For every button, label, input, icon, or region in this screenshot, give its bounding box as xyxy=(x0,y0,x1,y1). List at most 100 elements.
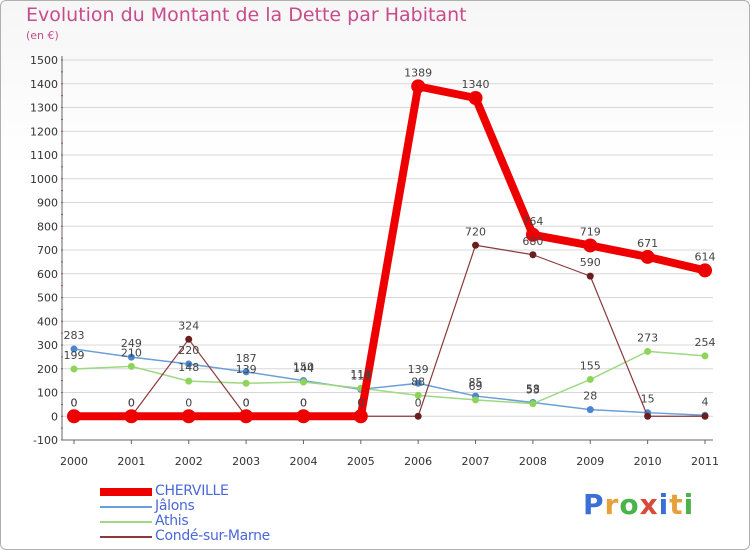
logo-letter: i xyxy=(658,488,670,521)
y-tick-label: 500 xyxy=(37,292,58,305)
data-label: 0 xyxy=(71,396,78,409)
data-point xyxy=(70,365,78,373)
data-point xyxy=(586,406,594,414)
data-label: 273 xyxy=(637,331,658,344)
chart-title: Evolution du Montant de la Dette par Hab… xyxy=(26,4,467,26)
data-point xyxy=(529,400,537,408)
x-tick-label: 2011 xyxy=(691,455,719,468)
data-point xyxy=(586,272,594,280)
data-point xyxy=(299,378,307,386)
data-point xyxy=(414,391,422,399)
data-label: 220 xyxy=(178,344,199,357)
data-point xyxy=(586,375,594,383)
data-label: 150 xyxy=(293,361,314,374)
data-point xyxy=(701,352,709,360)
y-tick-label: 1000 xyxy=(30,173,58,186)
data-label: 1340 xyxy=(462,78,490,91)
data-label: 0 xyxy=(357,396,364,409)
data-label: 0 xyxy=(243,396,250,409)
data-label: 53 xyxy=(526,384,540,397)
x-tick-label: 2003 xyxy=(232,455,260,468)
x-tick-label: 2006 xyxy=(404,455,432,468)
legend-label: Jâlons xyxy=(155,498,195,514)
series-line xyxy=(70,82,709,421)
data-point xyxy=(185,377,193,385)
x-tick-label: 2009 xyxy=(576,455,604,468)
data-point xyxy=(583,238,598,253)
y-tick-label: 1300 xyxy=(30,102,58,115)
data-label: 148 xyxy=(178,361,199,374)
y-tick-label: 1100 xyxy=(30,149,58,162)
data-point xyxy=(414,412,422,420)
x-tick-label: 2010 xyxy=(634,455,662,468)
data-label: 680 xyxy=(522,235,543,248)
series-line xyxy=(73,244,706,417)
y-tick-label: 800 xyxy=(37,220,58,233)
data-point xyxy=(353,409,368,424)
data-point xyxy=(644,347,652,355)
data-point xyxy=(185,335,193,343)
y-tick-label: 100 xyxy=(37,387,58,400)
legend-label: CHERVILLE xyxy=(155,483,229,499)
data-point xyxy=(124,409,139,424)
data-label: 0 xyxy=(243,396,250,409)
data-label: 139 xyxy=(408,363,429,376)
data-point xyxy=(698,263,712,278)
series-line xyxy=(73,348,706,417)
y-tick-label: 0 xyxy=(51,410,58,423)
series-line xyxy=(73,350,706,405)
data-point xyxy=(67,409,81,424)
data-label: 4 xyxy=(702,395,709,408)
x-tick-label: 2001 xyxy=(117,455,145,468)
data-point xyxy=(472,241,480,249)
data-label: 187 xyxy=(236,352,257,365)
y-tick-label: 1200 xyxy=(30,125,58,138)
data-label: 719 xyxy=(580,225,601,238)
legend-swatch xyxy=(100,488,152,496)
data-label: 614 xyxy=(695,250,716,263)
data-label: 254 xyxy=(695,336,716,349)
data-label: 210 xyxy=(121,346,142,359)
data-label: 283 xyxy=(64,329,85,342)
y-tick-label: 400 xyxy=(37,315,58,328)
logo-letter: P xyxy=(583,488,605,521)
data-label: 155 xyxy=(580,359,601,372)
data-point xyxy=(525,227,540,242)
data-point xyxy=(644,412,652,420)
data-label: 671 xyxy=(637,237,658,250)
y-tick-label: 1400 xyxy=(30,78,58,91)
data-point xyxy=(296,409,311,424)
data-label: 0 xyxy=(185,396,192,409)
data-point xyxy=(411,79,426,94)
data-point xyxy=(185,360,193,368)
y-tick-label: 200 xyxy=(37,363,58,376)
data-point xyxy=(640,249,655,264)
x-tick-label: 2002 xyxy=(175,455,203,468)
logo-letter: o xyxy=(619,488,640,521)
y-tick-label: -100 xyxy=(33,434,58,447)
data-label: 0 xyxy=(71,396,78,409)
data-point xyxy=(468,91,483,105)
data-label: 88 xyxy=(411,375,425,388)
data-point xyxy=(529,251,537,259)
logo-letter: x xyxy=(639,488,659,521)
data-label: 720 xyxy=(465,225,486,238)
x-tick-label: 2000 xyxy=(60,455,88,468)
data-label: 144 xyxy=(293,362,314,375)
data-label: 0 xyxy=(415,396,422,409)
legend-swatch xyxy=(100,521,152,523)
y-tick-label: 1500 xyxy=(30,54,58,67)
data-point xyxy=(701,412,709,420)
data-label: 118 xyxy=(350,368,371,381)
data-label: 139 xyxy=(236,363,257,376)
data-point xyxy=(127,362,135,370)
y-tick-label: 600 xyxy=(37,268,58,281)
x-tick-label: 2007 xyxy=(462,455,490,468)
data-point xyxy=(70,345,78,353)
data-label: 0 xyxy=(357,396,364,409)
data-label: 28 xyxy=(583,390,597,403)
data-label: 590 xyxy=(580,256,601,269)
data-label: 249 xyxy=(121,337,142,350)
data-label: 764 xyxy=(522,215,543,228)
